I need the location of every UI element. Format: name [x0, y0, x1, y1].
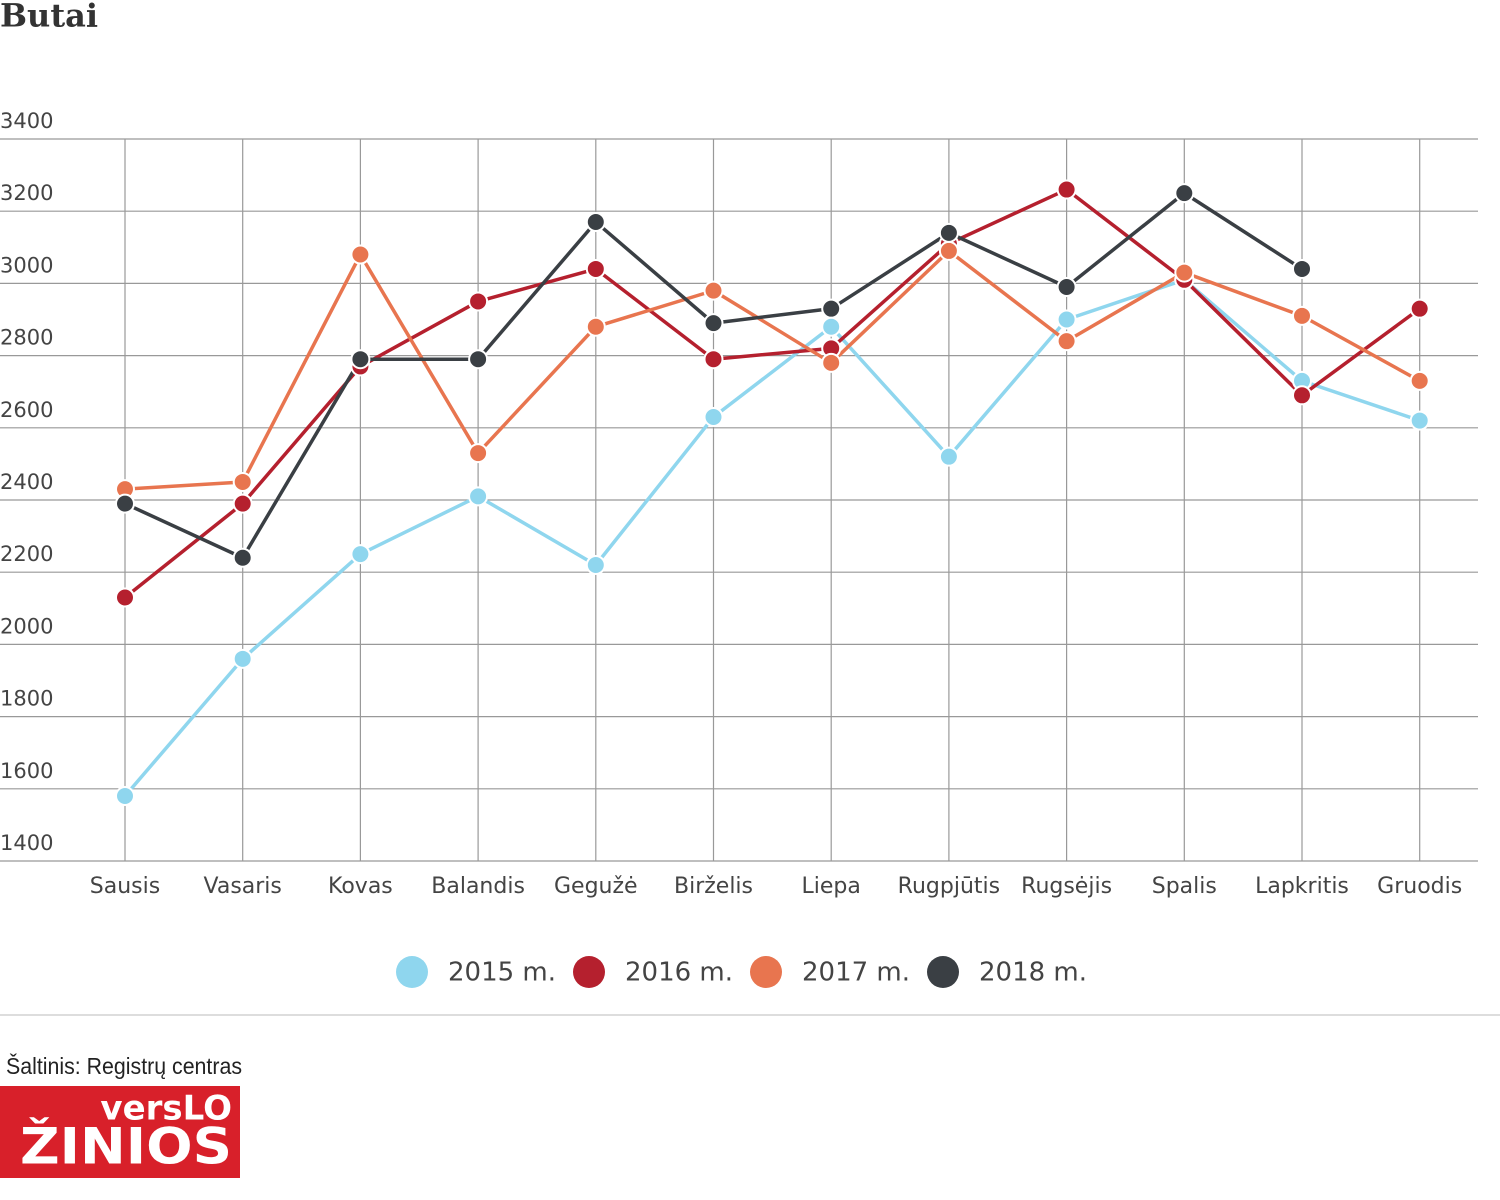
x-tick-label: Lapkritis	[1255, 874, 1349, 899]
point	[1174, 183, 1195, 204]
point	[585, 554, 606, 575]
legend-label: 2015 m.	[448, 958, 556, 988]
point	[938, 446, 959, 467]
x-tick-label: Birželis	[674, 874, 753, 899]
point	[821, 298, 842, 319]
point	[115, 493, 135, 514]
point	[1056, 277, 1077, 298]
y-tick-label: 1400	[0, 831, 53, 855]
x-tick-label: Liepa	[802, 874, 861, 899]
point	[938, 222, 959, 243]
point	[468, 486, 489, 507]
legend-marker	[750, 956, 782, 988]
series-line	[123, 278, 1421, 798]
y-tick-label: 2400	[0, 470, 53, 494]
legend-label: 2016 m.	[625, 958, 733, 988]
point	[468, 291, 489, 312]
x-tick-label: Gegužė	[554, 874, 638, 899]
point	[468, 349, 489, 370]
point	[821, 352, 842, 373]
point	[232, 493, 253, 514]
legend-label: 2018 m.	[979, 958, 1087, 988]
point	[232, 471, 253, 492]
point	[938, 240, 959, 261]
y-tick-label: 1800	[0, 687, 53, 711]
point	[350, 544, 371, 565]
legend-label: 2017 m.	[802, 958, 910, 988]
point	[703, 313, 724, 334]
y-tick-label: 2800	[0, 326, 53, 350]
point	[350, 349, 371, 370]
point	[1174, 262, 1195, 283]
point	[1056, 309, 1077, 330]
x-tick-label: Vasaris	[204, 874, 282, 899]
y-tick-label: 3400	[0, 109, 53, 133]
y-tick-label: 3000	[0, 253, 53, 277]
series-line	[123, 187, 1421, 599]
x-tick-label: Gruodis	[1377, 874, 1462, 899]
legend-marker	[573, 956, 605, 988]
point	[232, 648, 253, 669]
point	[703, 349, 724, 370]
y-tick-label: 2000	[0, 614, 53, 638]
point	[115, 587, 135, 608]
point	[1409, 370, 1430, 391]
x-tick-label: Rugpjūtis	[898, 874, 1000, 899]
point	[350, 244, 371, 265]
y-tick-label: 2600	[0, 398, 53, 422]
point	[1292, 385, 1312, 406]
point	[1056, 179, 1077, 200]
point	[1056, 331, 1077, 352]
legend-marker	[396, 956, 428, 988]
point	[1292, 305, 1312, 326]
point	[821, 316, 842, 337]
y-tick-label: 2200	[0, 542, 53, 566]
x-tick-label: Rugsėjis	[1021, 874, 1112, 899]
logo-box	[0, 1086, 240, 1178]
point	[1409, 298, 1430, 319]
point	[585, 212, 606, 233]
point	[1409, 410, 1430, 431]
chart-title: Butai	[0, 0, 98, 35]
point	[232, 547, 253, 568]
y-tick-label: 1600	[0, 759, 53, 783]
point	[585, 316, 606, 337]
source: Šaltinis: Registrų centras	[6, 1052, 242, 1079]
x-tick-label: Balandis	[431, 874, 525, 899]
logo-top: versLO	[100, 1089, 232, 1129]
point	[115, 786, 135, 807]
x-tick-label: Sausis	[90, 874, 160, 899]
x-tick-label: Kovas	[328, 874, 393, 899]
point	[468, 443, 489, 464]
legend-marker	[927, 956, 959, 988]
point	[703, 406, 724, 427]
point	[703, 280, 724, 301]
point	[1292, 258, 1312, 279]
y-tick-label: 3200	[0, 181, 53, 205]
x-tick-label: Spalis	[1152, 874, 1217, 899]
series-line	[124, 249, 1421, 491]
point	[585, 258, 606, 279]
logo-bottom: ŽINIOS	[20, 1117, 232, 1176]
